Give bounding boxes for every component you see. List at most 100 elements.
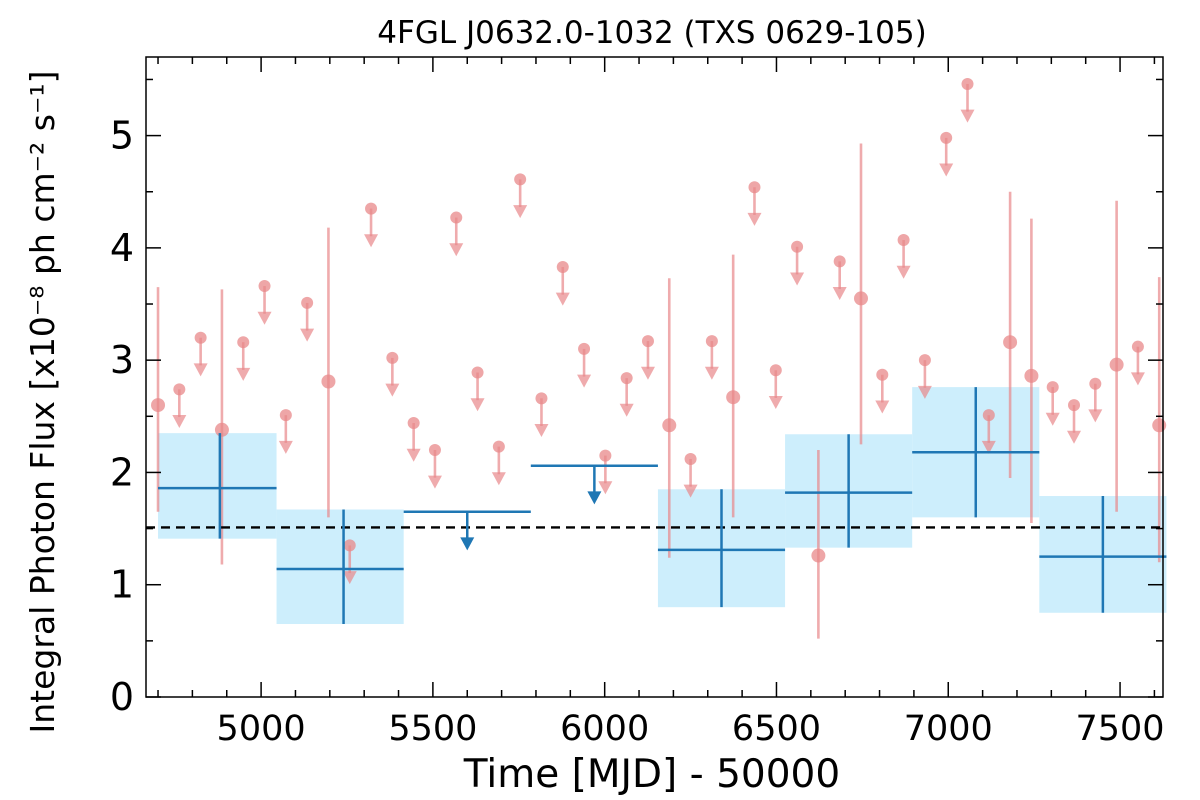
fine-ul-arrowhead <box>939 163 954 177</box>
fine-ul-arrowhead <box>491 472 506 486</box>
y-axis-ticks: 0 1 2 3 4 5 <box>110 78 1163 719</box>
fine-ul-arrowhead <box>832 287 847 301</box>
fine-ul-arrowhead <box>278 440 293 454</box>
coarse-ul-arrowhead <box>460 537 475 551</box>
fine-ul-arrowhead <box>683 484 698 498</box>
coarse-bin-band <box>158 433 277 539</box>
fine-ul-point <box>748 181 761 194</box>
y-tick-label: 0 <box>110 675 134 719</box>
fine-ul-arrowhead <box>427 475 442 489</box>
fine-ul-arrowhead <box>364 234 379 248</box>
fine-ul-point <box>301 296 314 309</box>
fine-ul-point <box>1131 340 1144 353</box>
fine-ul-arrowhead <box>385 383 400 397</box>
x-tick-label: 5500 <box>388 709 477 749</box>
coarse-bin-band <box>276 509 404 625</box>
x-tick-label: 7000 <box>904 709 993 749</box>
fine-ul-point <box>514 173 527 186</box>
fine-ul-point <box>833 255 846 268</box>
fine-ul-point <box>940 131 953 144</box>
fine-ul-point <box>471 366 484 379</box>
x-axis-ticks: 5000 5500 6000 6500 7000 7500 <box>157 57 1165 749</box>
x-tick-label: 6500 <box>732 709 821 749</box>
fine-ul-arrowhead <box>917 385 932 399</box>
chart-title: 4FGL J0632.0-1032 (TXS 0629-105) <box>377 15 926 51</box>
fine-data-point <box>1003 335 1018 350</box>
fine-ul-arrowhead <box>1088 409 1103 423</box>
fine-data-point <box>1109 357 1124 372</box>
fine-ul-arrowhead <box>768 395 783 409</box>
fine-ul-point <box>194 331 207 344</box>
fine-ul-point <box>641 335 654 348</box>
y-tick-label: 1 <box>110 563 134 607</box>
fine-ul-arrowhead <box>896 265 911 279</box>
plot-frame <box>145 56 1164 698</box>
fine-data-point <box>1024 368 1039 383</box>
fine-ul-point <box>386 351 399 364</box>
fine-ul-arrowhead <box>193 363 208 377</box>
fine-ul-point <box>620 372 633 385</box>
x-axis-label: Time [MJD] - 50000 <box>463 752 840 797</box>
fine-ul-point <box>492 440 505 453</box>
fine-data-point <box>151 398 166 413</box>
fine-ul-arrowhead <box>300 328 315 342</box>
fine-ul-point <box>365 202 378 215</box>
fine-ul-arrowhead <box>236 367 251 381</box>
fine-ul-point <box>1068 399 1081 412</box>
fine-ul-point <box>897 234 910 247</box>
y-axis-label: Integral Photon Flux [x10⁻⁸ ph cm⁻² s⁻¹] <box>23 71 62 734</box>
fine-data-point <box>662 418 677 433</box>
fine-ul-point <box>343 539 356 552</box>
fine-ul-point <box>961 77 974 90</box>
fine-ul-arrowhead <box>449 243 464 257</box>
plot-area <box>146 77 1167 639</box>
fine-ul-arrowhead <box>790 272 805 286</box>
fine-ul-arrowhead <box>470 398 485 412</box>
fine-ul-point <box>684 452 697 465</box>
y-tick-label: 4 <box>110 226 134 270</box>
fine-ul-arrowhead <box>619 403 634 417</box>
x-tick-label: 5000 <box>217 709 306 749</box>
fine-ul-point <box>450 211 463 224</box>
fine-ul-arrowhead <box>1067 430 1082 444</box>
fine-ul-point <box>237 336 250 349</box>
coarse-ul-arrowhead <box>587 491 602 505</box>
fine-ul-point <box>1089 377 1102 390</box>
fine-ul-arrowhead <box>257 311 272 325</box>
fine-ul-point <box>428 443 441 456</box>
fine-ul-arrowhead <box>1045 412 1060 426</box>
fine-ul-point <box>705 335 718 348</box>
fine-ul-point <box>556 260 569 273</box>
fine-ul-arrowhead <box>577 374 592 388</box>
fine-ul-point <box>1046 381 1059 394</box>
fine-ul-arrowhead <box>342 571 357 585</box>
y-tick-label: 3 <box>110 338 134 382</box>
y-tick-label: 5 <box>110 114 134 158</box>
fine-ul-point <box>407 417 420 430</box>
fine-ul-arrowhead <box>960 109 975 123</box>
fine-ul-point <box>876 368 889 381</box>
fine-ul-point <box>918 354 931 367</box>
fine-data-point <box>726 390 741 405</box>
fine-ul-arrowhead <box>875 400 890 414</box>
fine-ul-arrowhead <box>981 440 996 454</box>
fine-ul-point <box>535 392 548 405</box>
fine-data-point <box>853 291 868 306</box>
y-tick-label: 2 <box>110 450 134 494</box>
fine-ul-point <box>791 240 804 253</box>
x-tick-label: 7500 <box>1076 709 1165 749</box>
fine-data-point <box>1152 418 1167 433</box>
fine-ul-arrowhead <box>598 481 613 495</box>
fine-data-point <box>321 374 336 389</box>
fine-ul-arrowhead <box>555 292 570 306</box>
fine-ul-arrowhead <box>640 366 655 380</box>
fine-ul-point <box>279 409 292 422</box>
fine-ul-point <box>258 280 271 293</box>
fine-ul-arrowhead <box>704 366 719 380</box>
fine-ul-arrowhead <box>513 205 528 219</box>
x-tick-label: 6000 <box>560 709 649 749</box>
fine-ul-point <box>982 409 995 422</box>
fine-ul-point <box>599 449 612 462</box>
fine-data-point <box>811 548 826 563</box>
